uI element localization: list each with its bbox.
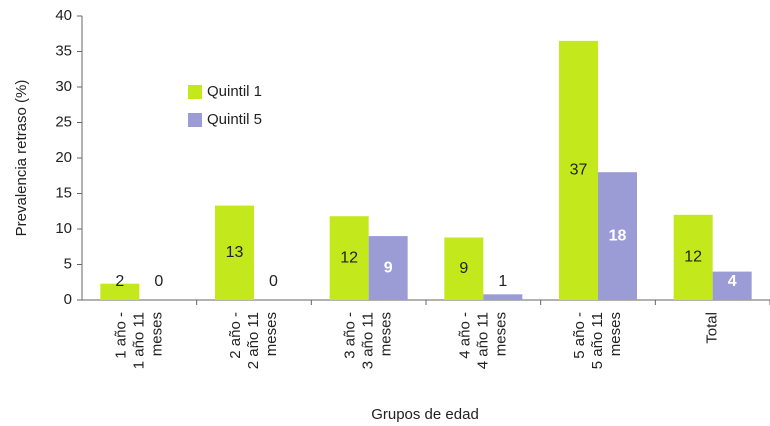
data-label: 37 — [570, 162, 588, 179]
bar — [712, 271, 752, 300]
y-tick-label: 30 — [55, 78, 72, 95]
data-label: 12 — [684, 249, 702, 266]
x-tick-label: 3 año -3 año 11meses — [342, 312, 395, 369]
y-tick-label: 0 — [64, 291, 72, 308]
x-tick-label: 5 año -5 año 11meses — [571, 312, 624, 369]
bar — [673, 214, 713, 300]
legend-swatch — [188, 113, 202, 127]
x-tick-label: Total — [704, 312, 721, 344]
legend-label: Quintil 1 — [207, 83, 262, 100]
data-label: 9 — [384, 259, 393, 276]
data-label: 12 — [340, 249, 358, 266]
y-axis-title: Prevalencia retraso (%) — [13, 80, 30, 237]
y-tick-label: 5 — [64, 255, 72, 272]
bar — [215, 205, 254, 300]
data-label: 1 — [498, 273, 507, 290]
bar — [559, 40, 598, 300]
data-label: 2 — [115, 273, 124, 290]
x-axis-title: Grupos de edad — [371, 406, 479, 423]
data-label: 13 — [226, 244, 244, 261]
bar — [598, 172, 637, 300]
data-label: 4 — [728, 273, 737, 290]
bar — [100, 283, 140, 300]
y-tick-label: 10 — [55, 220, 72, 237]
x-tick-label: 1 año -1 año 11meses — [112, 312, 165, 369]
bar — [444, 237, 484, 300]
bar — [368, 236, 408, 300]
legend-label: Quintil 5 — [207, 111, 262, 128]
y-tick-label: 15 — [55, 184, 72, 201]
data-label: 9 — [459, 260, 468, 277]
y-tick-label: 40 — [55, 7, 72, 24]
bar — [329, 216, 369, 300]
legend-swatch — [188, 85, 202, 99]
bar — [483, 294, 523, 300]
y-tick-label: 35 — [55, 42, 72, 59]
y-tick-label: 25 — [55, 113, 72, 130]
data-label: 0 — [269, 273, 278, 290]
data-label: 0 — [154, 273, 163, 290]
x-tick-label: 2 año -2 año 11meses — [227, 312, 280, 369]
x-tick-label: 4 año -4 año 11meses — [456, 312, 509, 369]
y-tick-label: 20 — [55, 149, 72, 166]
data-label: 18 — [609, 227, 627, 244]
